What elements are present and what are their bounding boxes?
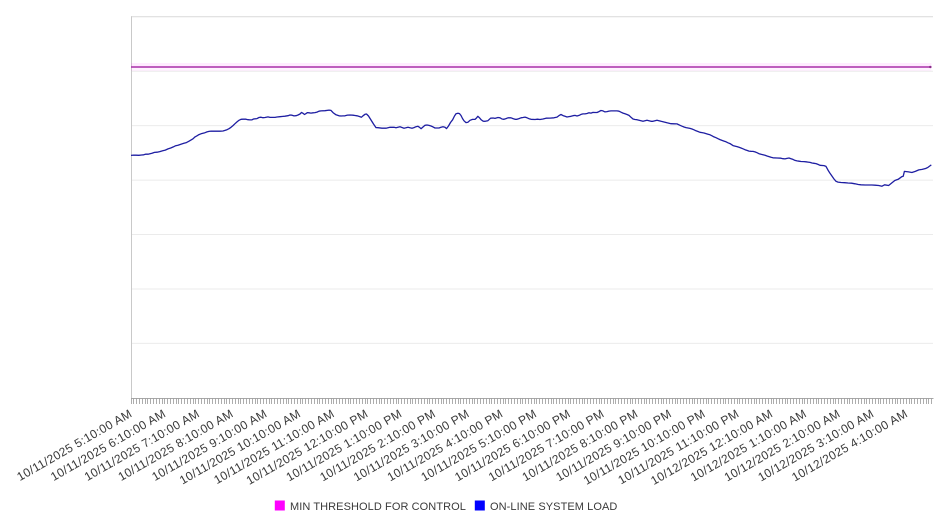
svg-text:MIN THRESHOLD FOR CONTROL: MIN THRESHOLD FOR CONTROL: [290, 501, 466, 513]
svg-text:ON-LINE SYSTEM LOAD: ON-LINE SYSTEM LOAD: [490, 501, 617, 513]
